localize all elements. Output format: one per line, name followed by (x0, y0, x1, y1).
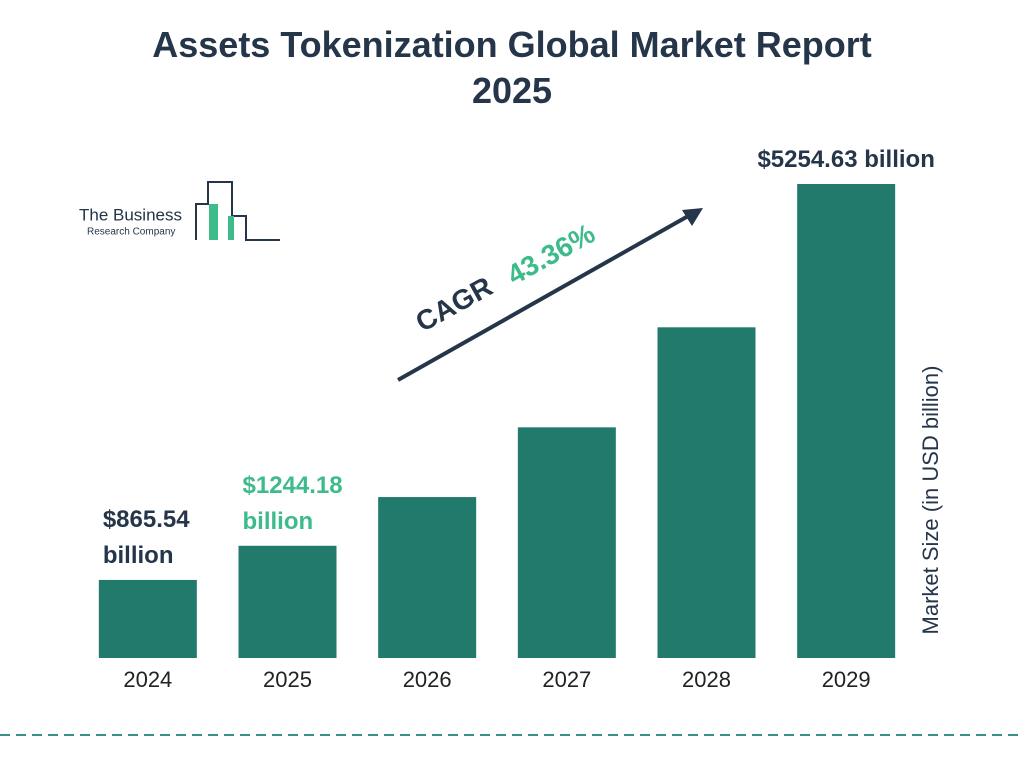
x-tick-label: 2029 (822, 667, 871, 692)
logo-text: Research Company (87, 227, 175, 238)
logo: The Business Research Company (79, 181, 280, 241)
logo-text: The Business (79, 205, 182, 224)
bar (238, 545, 337, 658)
cagr-arrow (397, 213, 691, 382)
cagr-value: 43.36% (502, 218, 600, 291)
logo-bar (209, 204, 218, 240)
value-label: $5254.63 billion (757, 146, 935, 173)
cagr-arrowhead (682, 208, 703, 226)
bar (378, 497, 477, 658)
bar (797, 184, 896, 658)
title-box: Assets Tokenization Global Market Report… (152, 24, 872, 111)
x-tick-label: 2027 (542, 667, 591, 692)
bar (657, 327, 756, 658)
bar (517, 427, 616, 658)
logo-bar (228, 216, 234, 240)
value-label: $865.54 billion (102, 505, 190, 569)
x-tick-label: 2026 (403, 667, 452, 692)
cagr-label: CAGR (410, 271, 497, 338)
y-axis-label: Market Size (in USD billion) (918, 366, 943, 635)
cagr: CAGR 43.36% (397, 208, 703, 382)
x-tick-label: 2028 (682, 667, 731, 692)
value-label-box: $1244.18 billion (242, 471, 343, 535)
x-tick-label: 2025 (263, 667, 312, 692)
value-label-box: $5254.63 billion (757, 146, 935, 173)
logo-outline (195, 181, 280, 241)
chart-title: Assets Tokenization Global Market Report… (152, 24, 872, 111)
value-label: $1244.18 billion (242, 471, 343, 535)
value-label-box: $865.54 billion (102, 505, 190, 569)
bar (98, 579, 197, 658)
x-tick-label: 2024 (123, 667, 172, 692)
